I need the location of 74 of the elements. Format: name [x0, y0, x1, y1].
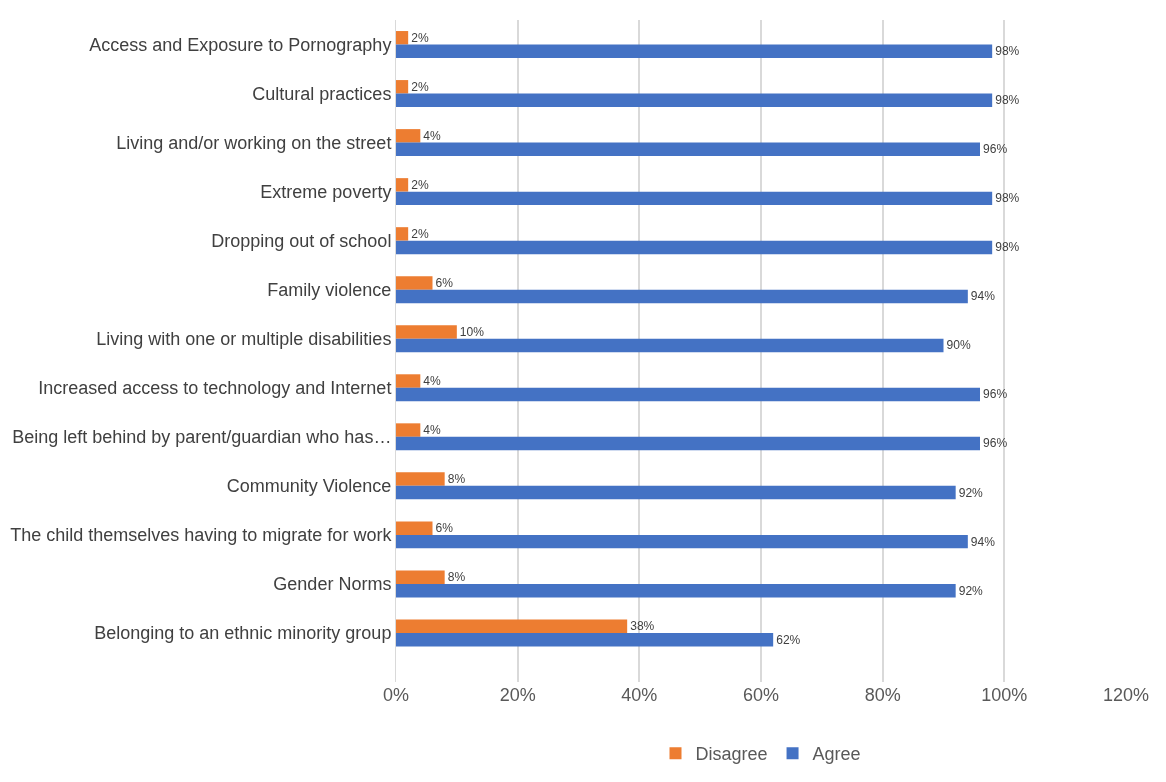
bar — [396, 534, 968, 549]
data-label: 6% — [435, 275, 454, 290]
bar — [396, 44, 993, 58]
x-tick-label: 20% — [499, 685, 536, 705]
bar — [396, 338, 944, 353]
data-label: 94% — [970, 534, 996, 549]
bar — [396, 521, 433, 535]
bar — [396, 436, 980, 451]
bar — [396, 472, 445, 486]
y-tick-label: The child themselves having to migrate for work — [10, 525, 393, 546]
y-tick-label: Access and Exposure to Pornography — [89, 34, 392, 55]
bar — [396, 31, 409, 45]
data-label: 6% — [435, 521, 454, 536]
y-tick-label: Living with one or multiple disabilities — [96, 329, 392, 350]
data-label: 98% — [995, 44, 1020, 59]
x-tick-label: 40% — [621, 685, 658, 705]
x-tick-label: 120% — [1102, 685, 1150, 705]
bar — [396, 178, 409, 192]
legend-label: Agree — [812, 744, 861, 765]
bar — [396, 80, 409, 94]
bar — [396, 619, 628, 633]
bar — [396, 191, 993, 206]
data-label: 92% — [958, 583, 984, 598]
data-label: 4% — [423, 422, 442, 437]
bar — [396, 583, 956, 598]
bar — [396, 485, 956, 500]
data-label: 2% — [411, 226, 429, 241]
x-tick-label: 60% — [742, 685, 780, 705]
y-tick-label: Extreme poverty — [260, 181, 392, 202]
bar — [396, 374, 421, 388]
bar — [396, 632, 774, 647]
bar — [396, 129, 421, 143]
bar — [396, 289, 968, 304]
bar — [396, 240, 993, 255]
y-tick-label: Living and/or working on the street — [116, 132, 392, 153]
bar — [396, 227, 409, 241]
data-label: 94% — [970, 289, 996, 304]
data-label: 10% — [459, 324, 485, 339]
y-tick-label: Community Violence — [226, 476, 392, 497]
y-tick-label: Gender Norms — [273, 574, 392, 595]
bar — [396, 423, 421, 437]
data-label: 2% — [411, 30, 429, 45]
data-label: 2% — [411, 79, 429, 94]
data-label: 90% — [946, 338, 971, 353]
data-label: 62% — [776, 632, 801, 647]
data-label: 98% — [995, 191, 1020, 206]
bar — [396, 276, 433, 290]
data-label: 8% — [447, 570, 466, 585]
data-label: 2% — [411, 177, 429, 192]
y-tick-label: Family violence — [267, 280, 392, 300]
y-tick-label: Belonging to an ethnic minority group — [94, 623, 392, 644]
bar — [396, 142, 980, 157]
data-label: 38% — [630, 619, 655, 634]
data-label: 98% — [995, 240, 1020, 255]
data-label: 96% — [983, 142, 1008, 157]
y-tick-label: Increased access to technology and Internet — [38, 378, 392, 399]
y-tick-label: Cultural practices — [252, 83, 392, 104]
data-label: 8% — [447, 472, 466, 487]
y-tick-label: Dropping out of school — [211, 230, 392, 251]
x-tick-label: 100% — [981, 685, 1028, 705]
data-label: 96% — [983, 436, 1008, 451]
x-tick-label: 0% — [382, 685, 410, 705]
bar — [396, 387, 980, 402]
data-label: 4% — [423, 128, 442, 143]
y-tick-label: Being left behind by parent/guardian who has… — [12, 427, 392, 448]
legend-label: Disagree — [695, 744, 768, 765]
bar — [396, 570, 445, 584]
bar — [396, 93, 993, 108]
bar — [396, 325, 457, 339]
data-label: 92% — [958, 485, 984, 500]
data-label: 96% — [983, 387, 1008, 402]
x-tick-label: 80% — [864, 685, 901, 705]
data-label: 4% — [423, 373, 442, 388]
data-label: 98% — [995, 93, 1020, 108]
